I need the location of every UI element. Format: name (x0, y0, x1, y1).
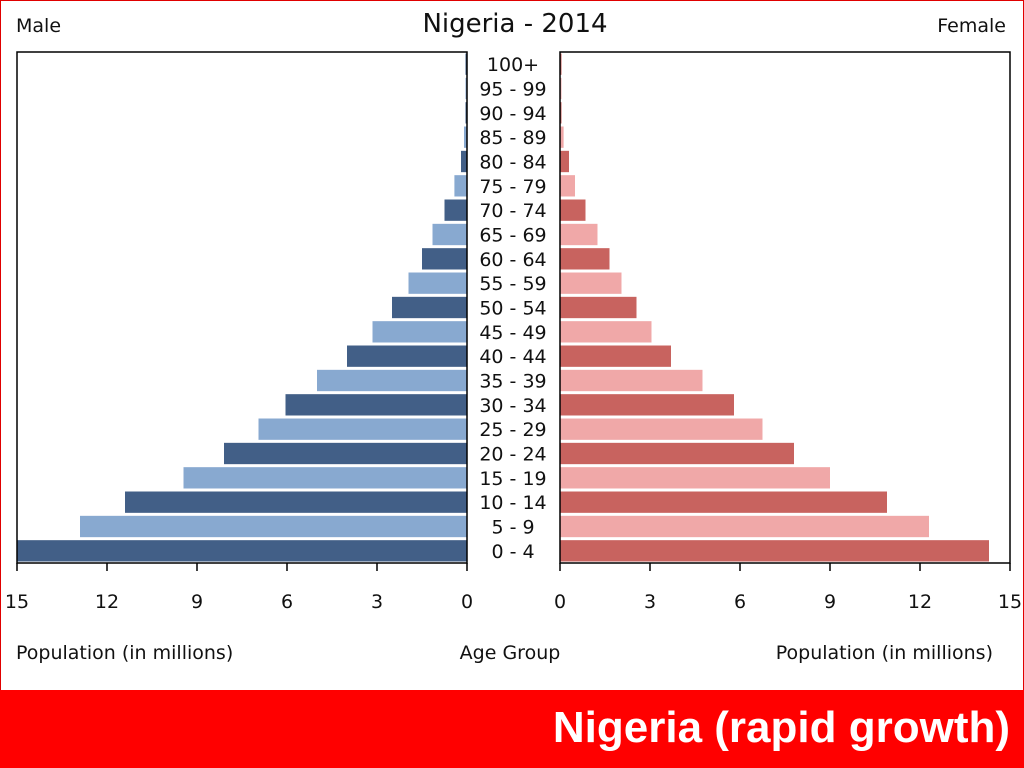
age-group-label: 90 - 94 (479, 103, 546, 125)
age-group-label: 100+ (487, 54, 539, 76)
age-group-label: 55 - 59 (479, 273, 546, 295)
female-bar-15-19 (560, 467, 830, 489)
female-x-tick-label: 6 (734, 591, 746, 613)
female-bar-45-49 (560, 321, 652, 343)
age-group-label: 25 - 29 (479, 419, 546, 441)
male-x-tick-label: 0 (461, 591, 473, 613)
age-group-label: 95 - 99 (479, 79, 546, 101)
female-bar-50-54 (560, 296, 637, 319)
age-group-label: 60 - 64 (479, 249, 546, 271)
female-bar-60-64 (560, 248, 610, 270)
female-bar-80-84 (560, 150, 569, 173)
male-bar-25-29 (258, 418, 467, 440)
male-bar-20-24 (224, 442, 467, 465)
male-bar-85-89 (464, 126, 467, 148)
axes: 15 12 9 6 3 0 0 3 6 9 12 15 (5, 51, 1022, 613)
age-group-label: 35 - 39 (479, 371, 546, 393)
male-x-tick-label: 15 (5, 591, 29, 613)
female-bar-10-14 (560, 491, 887, 513)
male-bar-80-84 (461, 150, 467, 173)
female-bar-40-44 (560, 345, 671, 367)
male-bar-10-14 (125, 491, 467, 513)
age-group-label: 75 - 79 (479, 176, 546, 198)
age-group-label: 10 - 14 (479, 492, 546, 514)
x-axis-label-right: Population (in millions) (776, 642, 993, 664)
male-bar-35-39 (317, 369, 467, 392)
male-bar-5-9 (80, 515, 467, 538)
age-group-label: 70 - 74 (479, 200, 546, 222)
female-bar-30-34 (560, 394, 734, 416)
male-x-tick-label: 9 (191, 591, 203, 613)
male-bar-30-34 (285, 394, 467, 416)
male-x-tick-label: 12 (95, 591, 119, 613)
female-label: Female (937, 15, 1006, 37)
male-label: Male (16, 15, 61, 37)
male-bar-15-19 (183, 467, 467, 489)
age-group-label: 30 - 34 (479, 395, 546, 417)
male-bar-75-79 (454, 175, 467, 197)
female-x-tick-label: 15 (998, 591, 1022, 613)
population-pyramid-chart: Nigeria - 2014 Male Female 100+95 - 9990… (5, 9, 1022, 664)
age-group-label: 50 - 54 (479, 298, 546, 320)
male-bar-70-74 (444, 199, 467, 221)
male-bar-0-4 (17, 540, 467, 562)
x-axis-label-left: Population (in millions) (16, 642, 233, 664)
female-bar-25-29 (560, 418, 763, 440)
age-group-label: 65 - 69 (479, 225, 546, 247)
title-banner (0, 690, 1024, 768)
age-group-label: 5 - 9 (491, 517, 534, 539)
male-bar-50-54 (392, 296, 467, 319)
x-axis-label-center: Age Group (460, 642, 561, 664)
female-bar-75-79 (560, 175, 575, 197)
age-group-label: 45 - 49 (479, 322, 546, 344)
age-group-label: 15 - 19 (479, 468, 546, 490)
female-x-tick-label: 3 (644, 591, 656, 613)
age-group-label: 40 - 44 (479, 346, 546, 368)
male-x-tick-label: 6 (281, 591, 293, 613)
female-bar-5-9 (560, 515, 929, 538)
male-bar-55-59 (408, 272, 467, 294)
female-bar-65-69 (560, 223, 598, 246)
chart-title: Nigeria - 2014 (422, 9, 607, 39)
female-bar-85-89 (560, 126, 564, 148)
age-group-label: 0 - 4 (491, 541, 534, 563)
female-bar-35-39 (560, 369, 703, 392)
female-bars (560, 53, 989, 562)
age-group-label: 80 - 84 (479, 152, 546, 174)
female-x-tick-label: 12 (908, 591, 932, 613)
female-x-tick-label: 9 (824, 591, 836, 613)
male-bar-60-64 (422, 248, 467, 270)
female-x-tick-label: 0 (554, 591, 566, 613)
male-x-tick-label: 3 (371, 591, 383, 613)
female-bar-70-74 (560, 199, 586, 221)
male-bar-45-49 (372, 321, 467, 343)
age-group-label: 85 - 89 (479, 127, 546, 149)
male-bar-65-69 (432, 223, 467, 246)
male-bar-40-44 (347, 345, 467, 367)
slide-title: Nigeria (rapid growth) (552, 703, 1010, 752)
female-bar-0-4 (560, 540, 989, 562)
male-bars (17, 53, 467, 562)
female-bar-20-24 (560, 442, 794, 465)
age-group-label: 20 - 24 (479, 444, 546, 466)
female-bar-55-59 (560, 272, 622, 294)
